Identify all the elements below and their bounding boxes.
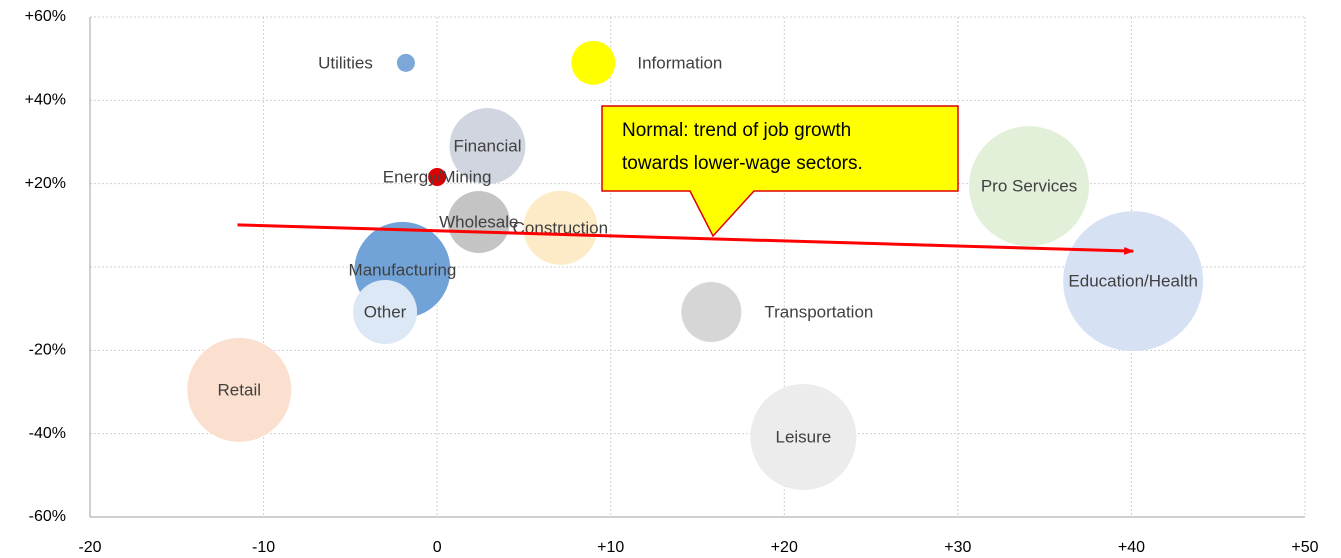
bubble-label: Education/Health	[1068, 272, 1197, 291]
bubble	[187, 337, 292, 442]
bubble	[969, 126, 1090, 247]
bubble	[428, 168, 447, 186]
bubble-label: Utilities	[318, 53, 373, 72]
x-tick-label: +10	[597, 539, 624, 556]
bubble-label: Transportation	[764, 302, 873, 321]
y-tick-label: +20%	[25, 175, 66, 192]
annotation-line: Normal: trend of job growth	[622, 120, 851, 141]
bubbles	[187, 40, 1204, 490]
y-tick-label: -40%	[29, 425, 66, 442]
bubble	[681, 282, 742, 342]
bubble-label: Information	[637, 53, 722, 72]
x-tick-label: +30	[944, 539, 971, 556]
x-tick-label: -20	[78, 539, 101, 556]
y-tick-label: -60%	[29, 508, 66, 525]
y-tick-label: +60%	[25, 8, 66, 25]
x-tick-label: -10	[252, 539, 275, 556]
bubble	[396, 53, 415, 72]
bubble	[523, 190, 598, 265]
x-tick-label: 0	[433, 539, 442, 556]
x-tick-label: +20	[771, 539, 798, 556]
trend-line	[237, 223, 1135, 255]
bubble-label: Leisure	[775, 427, 831, 446]
bubble-label: Energy/Mining	[383, 167, 492, 186]
bubble	[1063, 211, 1204, 352]
bubble-label: Pro Services	[981, 177, 1077, 196]
bubble-label: Other	[364, 302, 407, 321]
bubble-label: Retail	[218, 380, 261, 399]
bubble-label: Financial	[453, 137, 521, 156]
bubble	[449, 108, 526, 185]
bubble	[571, 40, 616, 85]
bubble-label: Manufacturing	[349, 260, 457, 279]
y-tick-label: -20%	[29, 342, 66, 359]
bubble	[353, 280, 418, 344]
bubble	[447, 191, 510, 253]
y-tick-label: +40%	[25, 92, 66, 109]
bubble	[750, 384, 857, 490]
bubble-labels: Utilities Information Financial Energy/Mini…	[218, 53, 1198, 446]
grid: -20 -10 0 +10 +20 +30 +40 +50 -60% -40% -20% +20% +4…	[25, 8, 1319, 556]
callout: Normal: trend of job growth towards lowe…	[601, 105, 959, 238]
x-tick-label: +50	[1291, 539, 1318, 556]
x-tick-label: +40	[1118, 539, 1145, 556]
callout-box	[601, 105, 959, 238]
bubble-label: Wholesale	[439, 212, 518, 231]
annotation-line: towards lower-wage sectors.	[622, 153, 863, 174]
trend	[237, 223, 1135, 255]
